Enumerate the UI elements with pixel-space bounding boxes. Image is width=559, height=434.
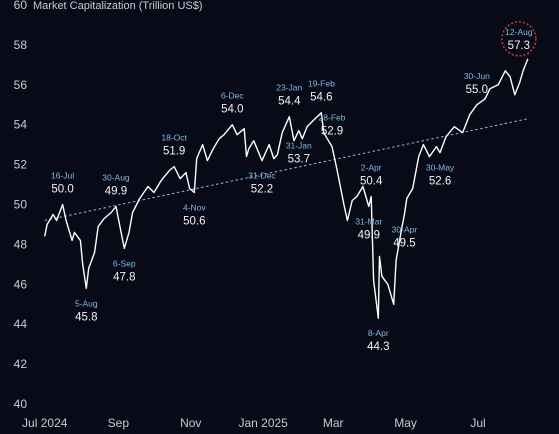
annotation-date: 4-Nov [183,203,206,213]
y-tick-label: 52 [14,158,28,172]
x-tick-label: Nov [180,416,201,430]
annotation-value: 49.9 [358,229,380,241]
chart-title: Market Capitalization (Trillion US$) [33,0,203,12]
annotation-date: 30-May [426,163,455,173]
annotation-date: 19-Feb [308,79,335,89]
annotation-value: 54.0 [221,104,243,116]
y-tick-label: 44 [14,317,28,331]
annotation-value: 57.3 [508,40,530,52]
annotation-30-jun: 30-Jun 55.0 [464,71,490,96]
y-tick-label: 60 [14,0,28,12]
x-tick-label: Jul 2024 [22,416,68,430]
y-tick-label: 58 [14,38,28,52]
annotation-30-may: 30-May 52.6 [426,163,455,188]
x-axis: Jul 2024 Sep Nov Jan 2025 Mar May Jul [22,416,486,430]
annotation-2-apr: 2-Apr 50.4 [360,163,383,188]
annotation-date: 18-Oct [161,133,187,143]
annotation-date: 6-Dec [221,91,244,101]
y-axis: 40 42 44 46 48 50 52 54 56 58 60 [14,0,28,411]
annotation-value: 44.3 [367,341,389,353]
x-tick-label: Jul [470,416,485,430]
annotation-date: 16-Jul [51,171,74,181]
annotation-value: 47.8 [113,271,135,283]
annotation-18-oct: 18-Oct 51.9 [161,133,187,158]
annotation-value: 50.0 [51,184,73,196]
annotation-value: 54.6 [310,92,332,104]
annotations: 16-Jul 50.0 5-Aug 45.8 30-Aug 49.9 6-Sep 47.8 18… [51,27,533,353]
annotation-value: 50.6 [183,216,205,228]
annotation-value: 53.7 [288,154,310,166]
annotation-date: 30-Apr [392,224,418,234]
annotation-value: 50.4 [360,176,383,188]
annotation-5-aug: 5-Aug 45.8 [75,298,98,323]
annotation-31-mar: 31-Mar 49.9 [355,216,382,241]
annotation-date: 30-Aug [102,172,130,182]
annotation-date: 31-Jan [286,141,312,151]
annotation-date: 5-Aug [75,298,98,308]
annotation-12-aug: 12-Aug 57.3 [505,27,533,52]
y-tick-label: 42 [14,357,28,371]
trend-line [44,118,528,221]
y-tick-label: 40 [14,397,28,411]
y-tick-label: 48 [14,237,28,251]
annotation-date: 6-Sep [113,258,136,268]
x-tick-label: Jan 2025 [238,416,288,430]
x-tick-label: Sep [108,416,130,430]
annotation-value: 49.9 [105,185,127,197]
annotation-date: 8-Apr [368,328,389,338]
annotation-value: 52.9 [321,126,343,138]
y-tick-label: 46 [14,277,28,291]
annotation-value: 45.8 [75,311,97,323]
annotation-6-sep: 6-Sep 47.8 [113,258,136,283]
annotation-date: 28-Feb [319,113,346,123]
annotation-date: 31-Mar [355,216,382,226]
annotation-value: 54.4 [278,96,301,108]
annotation-30-aug: 30-Aug 49.9 [102,172,130,197]
annotation-date: 23-Jan [276,83,302,93]
annotation-23-jan: 23-Jan 54.4 [276,83,302,108]
y-tick-label: 50 [14,198,28,212]
annotation-30-apr: 30-Apr 49.5 [392,224,418,249]
latest-value-highlight [501,21,537,57]
annotation-value: 55.0 [466,84,488,96]
annotation-value: 51.9 [163,146,185,158]
annotation-date: 31-Dec [248,171,276,181]
annotation-value: 52.6 [429,176,451,188]
annotation-6-dec: 6-Dec 54.0 [221,91,244,116]
annotation-31-dec: 31-Dec 52.2 [248,171,276,196]
x-tick-label: Mar [323,416,344,430]
annotation-value: 52.2 [251,184,273,196]
y-tick-label: 56 [14,78,28,92]
y-tick-label: 54 [14,118,28,132]
annotation-19-feb: 19-Feb 54.6 [308,79,335,104]
annotation-4-nov: 4-Nov 50.6 [183,203,206,228]
annotation-31-jan: 31-Jan 53.7 [286,141,312,166]
x-tick-label: May [394,416,417,430]
annotation-28-feb: 28-Feb 52.9 [319,113,346,138]
annotation-16-jul: 16-Jul 50.0 [51,171,74,196]
annotation-date: 30-Jun [464,71,490,81]
highlight-circle [501,21,537,57]
annotation-date: 12-Aug [505,27,533,37]
annotation-date: 2-Apr [361,163,382,173]
annotation-8-apr: 8-Apr 44.3 [367,328,389,353]
market-cap-series-line [44,58,529,319]
annotation-value: 49.5 [393,237,415,249]
